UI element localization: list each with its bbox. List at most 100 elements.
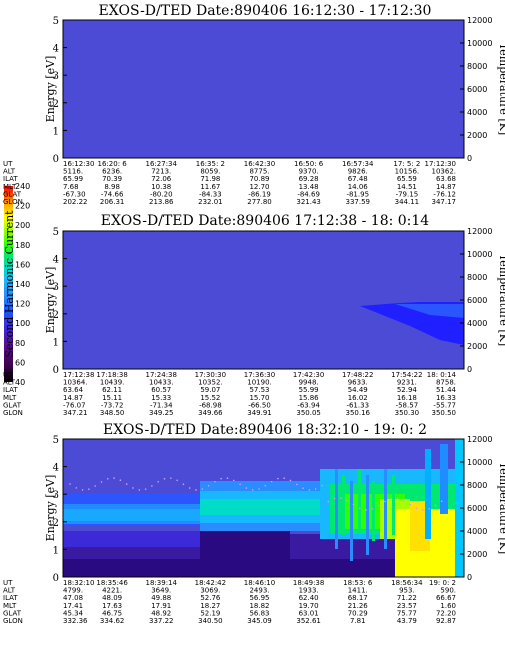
ann-row-label: MLT	[3, 602, 17, 610]
ann-value: 18:56:34	[391, 579, 423, 587]
ann-value: 14.06	[348, 183, 369, 191]
y-tick-label: 4	[53, 463, 59, 474]
ann-value: 16:12:30	[63, 160, 94, 168]
ann-value: 70.39	[102, 175, 122, 183]
ann-value: 48.92	[151, 609, 171, 617]
ann-value: 7.81	[350, 617, 366, 625]
heat-dot	[308, 489, 311, 491]
y-tick-label: 1	[53, 126, 59, 137]
ann-row-label: ILAT	[3, 386, 18, 394]
ann-value: 17.63	[102, 602, 122, 610]
ann-value: 52.76	[200, 594, 221, 602]
ann-row-label: GLAT	[3, 190, 22, 198]
panel-2-plot-area	[63, 231, 464, 369]
ann-value: 63.68	[436, 175, 456, 183]
ann-value: 206.31	[100, 198, 125, 206]
y2-tick-label: 0	[467, 573, 472, 582]
heat-dot	[340, 497, 342, 499]
heat-dot	[245, 487, 248, 489]
ann-value: 18:35:46	[96, 579, 128, 587]
y2-tick-label: 6000	[467, 296, 487, 305]
ann-value: -67.30	[63, 190, 86, 198]
heat-dot	[226, 477, 229, 479]
ann-value: 10156.	[395, 168, 420, 176]
y-tick-label: 4	[53, 255, 59, 266]
ann-value: -68.98	[199, 401, 222, 409]
colorbar-tick-label: 180	[15, 241, 30, 250]
y-tick-label: 0	[53, 154, 59, 165]
ann-value: 16:35: 2	[196, 160, 225, 168]
ann-value: 9231.	[397, 379, 417, 387]
ann-value: -86.19	[248, 190, 271, 198]
y2-tick-label: 10000	[467, 458, 492, 467]
heat-cell	[392, 475, 395, 535]
heat-dot	[151, 485, 153, 487]
heat-dot	[163, 477, 166, 480]
ann-value: 8775.	[249, 168, 269, 176]
ann-value: 3069.	[200, 587, 220, 595]
heat-dot	[296, 483, 298, 486]
ann-value: 352.61	[296, 617, 321, 625]
heat-dot	[321, 484, 323, 487]
heat-dot	[264, 484, 267, 487]
ann-value: 43.79	[397, 617, 417, 625]
panel-1-ylabel: Energy [eV]	[44, 56, 57, 123]
heat-cell	[366, 475, 369, 555]
ann-value: 66.67	[436, 594, 456, 602]
panel-2: EXOS-D/TED Date:890406 17:12:38 - 18: 0:…	[3, 213, 505, 417]
ann-value: 17:48:22	[342, 371, 373, 379]
heat-cell	[63, 509, 200, 521]
ann-value: 277.80	[247, 198, 272, 206]
y2-tick-label: 12000	[467, 227, 492, 236]
heat-cell	[440, 444, 448, 514]
ann-value: 17:30:30	[195, 371, 226, 379]
ann-value: -66.50	[248, 401, 271, 409]
y-tick-label: 3	[53, 282, 59, 293]
ann-value: 10362.	[432, 168, 457, 176]
ann-value: 15.70	[249, 394, 269, 402]
ann-value: 60.57	[151, 386, 171, 394]
ann-value: 19: 0: 2	[429, 579, 456, 587]
ann-value: -76.12	[433, 190, 456, 198]
ann-row-label: GLON	[3, 198, 23, 206]
ann-value: 334.62	[100, 617, 125, 625]
ann-value: 8059.	[200, 168, 220, 176]
ann-value: 9826.	[348, 168, 368, 176]
ann-value: 16:50: 6	[294, 160, 324, 168]
ann-value: 65.99	[63, 175, 83, 183]
ann-value: 14.87	[436, 183, 456, 191]
ann-value: 75.77	[397, 609, 417, 617]
ann-value: 16:42:30	[244, 160, 275, 168]
heat-cell	[342, 475, 345, 535]
heat-dot	[371, 508, 374, 510]
ann-value: 10439.	[100, 379, 125, 387]
heat-dot	[283, 477, 286, 479]
heat-cell	[372, 481, 375, 541]
ann-value: 71.98	[200, 175, 220, 183]
heat-dot	[403, 499, 405, 502]
colorbar-tick-label: 160	[15, 260, 30, 269]
ann-value: 347.21	[63, 409, 88, 417]
y2-tick-label: 10000	[467, 250, 492, 259]
y2-tick-label: 12000	[467, 16, 492, 25]
ann-value: 348.50	[100, 409, 125, 417]
ann-value: 9370.	[299, 168, 319, 176]
ann-value: 10364.	[63, 379, 88, 387]
y-tick-label: 5	[53, 16, 59, 27]
heat-dot	[69, 483, 71, 485]
ann-value: 69.28	[299, 175, 319, 183]
colorbar-title: Second Harmonic Current	[3, 210, 16, 358]
ann-value: -84.69	[297, 190, 320, 198]
ann-value: 70.89	[249, 175, 269, 183]
ann-value: 10433.	[149, 379, 174, 387]
ann-row-label: ALT	[3, 587, 16, 595]
ann-value: 17: 5: 2	[393, 160, 420, 168]
ann-value: 10190.	[247, 379, 272, 387]
ann-value: 52.94	[397, 386, 418, 394]
heat-dot	[214, 480, 216, 483]
ann-value: 18:49:38	[293, 579, 324, 587]
colorbar-tick-label: 120	[15, 300, 30, 309]
y-tick-label: 4	[53, 44, 59, 55]
y2-tick-label: 6000	[467, 504, 487, 513]
